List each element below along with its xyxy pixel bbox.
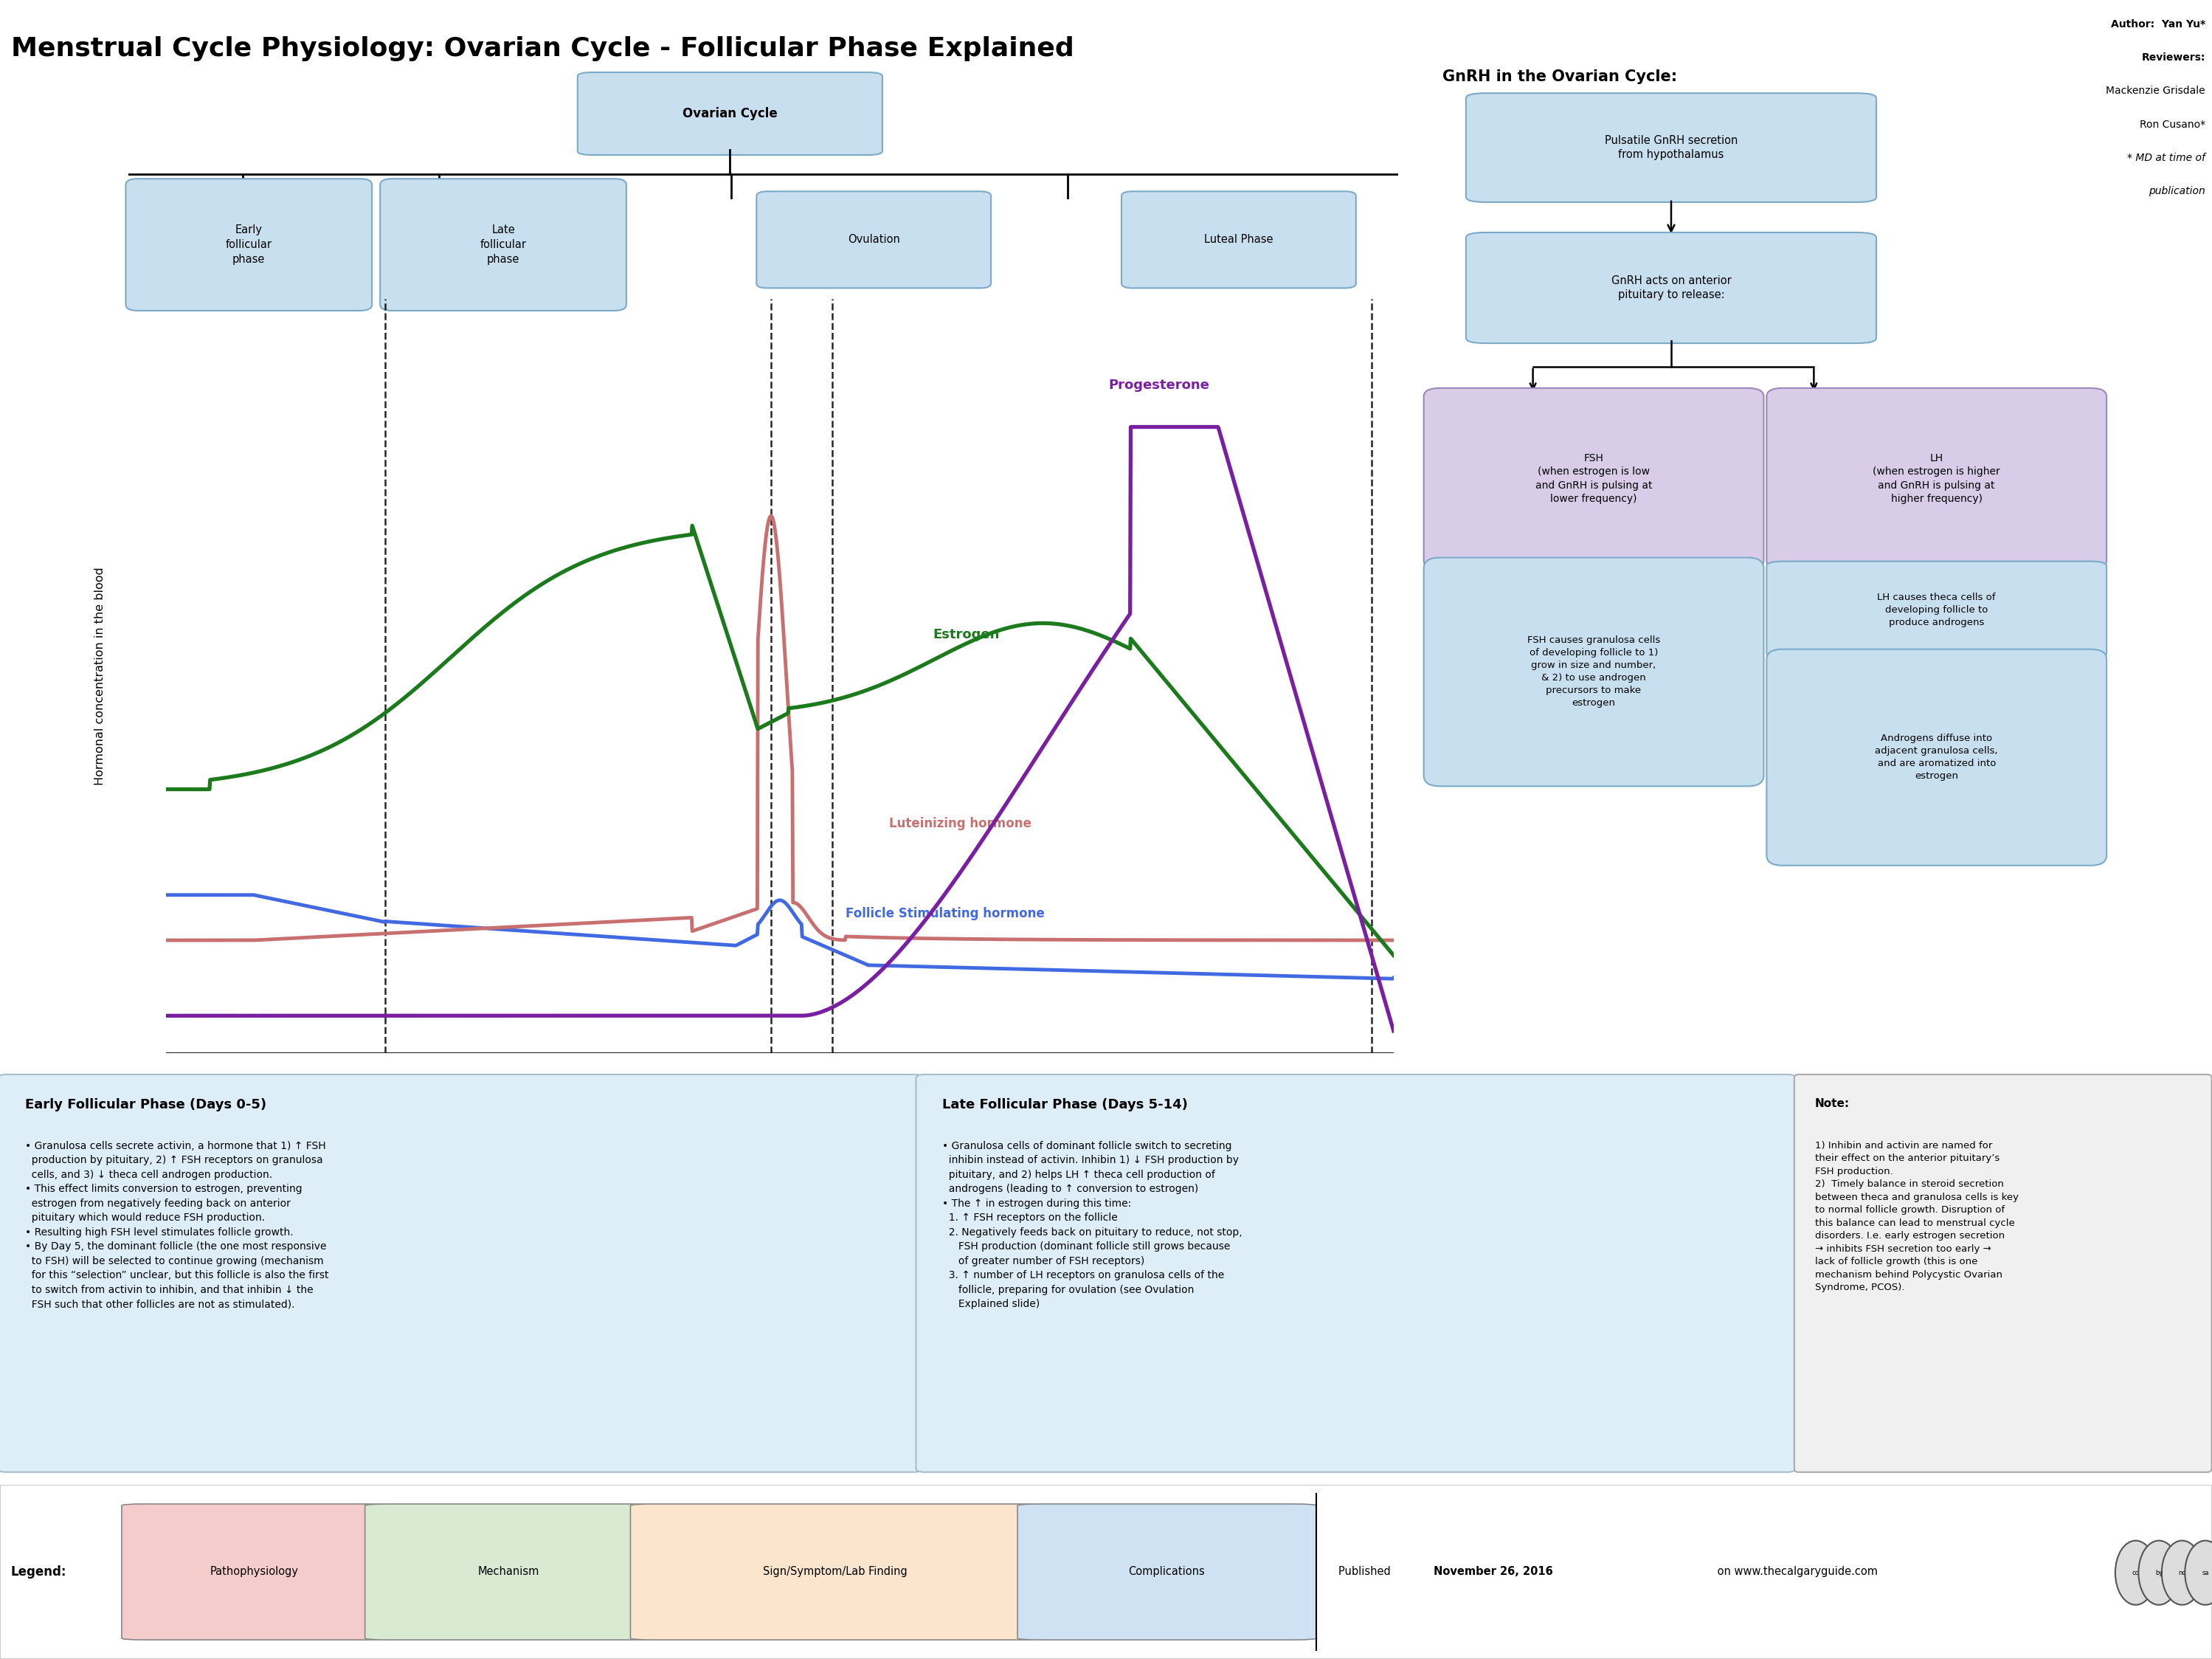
Text: GnRH in the Ovarian Cycle:: GnRH in the Ovarian Cycle: (1442, 70, 1677, 85)
FancyBboxPatch shape (577, 73, 883, 154)
Text: Early Follicular Phase (Days 0-5): Early Follicular Phase (Days 0-5) (24, 1098, 265, 1112)
Text: Ovarian Cycle: Ovarian Cycle (684, 106, 776, 121)
FancyBboxPatch shape (0, 1075, 922, 1472)
Text: Mackenzie Grisdale: Mackenzie Grisdale (2106, 86, 2205, 96)
Text: Early
follicular
phase: Early follicular phase (226, 224, 272, 265)
Text: Author:  Yan Yu*: Author: Yan Yu* (2110, 20, 2205, 30)
Text: Reviewers:: Reviewers: (2141, 53, 2205, 63)
Text: cc: cc (2132, 1569, 2139, 1576)
Text: Menstrual Cycle Physiology: Ovarian Cycle - Follicular Phase Explained: Menstrual Cycle Physiology: Ovarian Cycl… (11, 36, 1075, 61)
FancyBboxPatch shape (1467, 93, 1876, 202)
FancyBboxPatch shape (1794, 1075, 2212, 1472)
FancyBboxPatch shape (1425, 557, 1763, 786)
Text: Mechanism: Mechanism (478, 1566, 540, 1578)
Text: publication: publication (2148, 186, 2205, 196)
FancyBboxPatch shape (916, 1075, 1796, 1472)
Text: Estrogen: Estrogen (933, 629, 1000, 642)
FancyBboxPatch shape (757, 191, 991, 289)
Text: Follicle Stimulating hormone: Follicle Stimulating hormone (845, 907, 1044, 921)
Text: Note:: Note: (1814, 1098, 1849, 1108)
Text: FSH
(when estrogen is low
and GnRH is pulsing at
lower frequency): FSH (when estrogen is low and GnRH is pu… (1535, 453, 1652, 504)
Text: Complications: Complications (1128, 1566, 1206, 1578)
Text: Ron Cusano*: Ron Cusano* (2139, 119, 2205, 129)
Text: 1) Inhibin and activin are named for
their effect on the anterior pituitary’s
FS: 1) Inhibin and activin are named for the… (1814, 1141, 2017, 1292)
Circle shape (2115, 1541, 2157, 1604)
Circle shape (2161, 1541, 2203, 1604)
FancyBboxPatch shape (1767, 561, 2106, 659)
FancyBboxPatch shape (122, 1505, 387, 1639)
Text: Sign/Symptom/Lab Finding: Sign/Symptom/Lab Finding (763, 1566, 907, 1578)
Text: Late Follicular Phase (Days 5-14): Late Follicular Phase (Days 5-14) (942, 1098, 1188, 1112)
Text: sa: sa (2201, 1569, 2210, 1576)
Text: • Granulosa cells secrete activin, a hormone that 1) ↑ FSH
  production by pitui: • Granulosa cells secrete activin, a hor… (24, 1141, 327, 1309)
Text: nc: nc (2179, 1569, 2185, 1576)
Text: GnRH acts on anterior
pituitary to release:: GnRH acts on anterior pituitary to relea… (1610, 275, 1732, 300)
Text: Late
follicular
phase: Late follicular phase (480, 224, 526, 265)
FancyBboxPatch shape (1467, 232, 1876, 343)
Text: Luteal Phase: Luteal Phase (1203, 234, 1274, 246)
FancyBboxPatch shape (380, 179, 626, 310)
Text: Published: Published (1338, 1566, 1394, 1578)
Circle shape (2185, 1541, 2212, 1604)
FancyBboxPatch shape (1425, 388, 1763, 569)
Text: Day 14: Day 14 (748, 1112, 794, 1125)
Text: * MD at time of: * MD at time of (2128, 153, 2205, 163)
FancyBboxPatch shape (1121, 191, 1356, 289)
FancyBboxPatch shape (365, 1505, 653, 1639)
Text: Pathophysiology: Pathophysiology (210, 1566, 299, 1578)
Text: Pulsatile GnRH secretion
from hypothalamus: Pulsatile GnRH secretion from hypothalam… (1604, 134, 1739, 161)
Text: by: by (2154, 1569, 2163, 1576)
FancyBboxPatch shape (1018, 1505, 1316, 1639)
Text: Ovulation: Ovulation (847, 234, 900, 246)
FancyBboxPatch shape (1767, 388, 2106, 569)
Text: Luteinizing hormone: Luteinizing hormone (889, 816, 1031, 830)
Text: Legend:: Legend: (11, 1564, 66, 1579)
FancyBboxPatch shape (126, 179, 372, 310)
Text: • Granulosa cells of dominant follicle switch to secreting
  inhibin instead of : • Granulosa cells of dominant follicle s… (942, 1141, 1241, 1309)
Text: Day 28: Day 28 (1349, 1112, 1394, 1125)
Text: on www.thecalgaryguide.com: on www.thecalgaryguide.com (1714, 1566, 1878, 1578)
Circle shape (2139, 1541, 2179, 1604)
Text: LH causes theca cells of
developing follicle to
produce androgens: LH causes theca cells of developing foll… (1878, 592, 1995, 627)
Text: Hormonal concentration in the blood: Hormonal concentration in the blood (95, 567, 106, 785)
FancyBboxPatch shape (1767, 649, 2106, 866)
Text: LH
(when estrogen is higher
and GnRH is pulsing at
higher frequency): LH (when estrogen is higher and GnRH is … (1874, 453, 2000, 504)
Text: November 26, 2016: November 26, 2016 (1433, 1566, 1553, 1578)
Text: Progesterone: Progesterone (1108, 378, 1210, 392)
Text: Androgens diffuse into
adjacent granulosa cells,
and are aromatized into
estroge: Androgens diffuse into adjacent granulos… (1876, 733, 1997, 781)
Text: FSH causes granulosa cells
of developing follicle to 1)
grow in size and number,: FSH causes granulosa cells of developing… (1526, 635, 1661, 708)
FancyBboxPatch shape (630, 1505, 1040, 1639)
